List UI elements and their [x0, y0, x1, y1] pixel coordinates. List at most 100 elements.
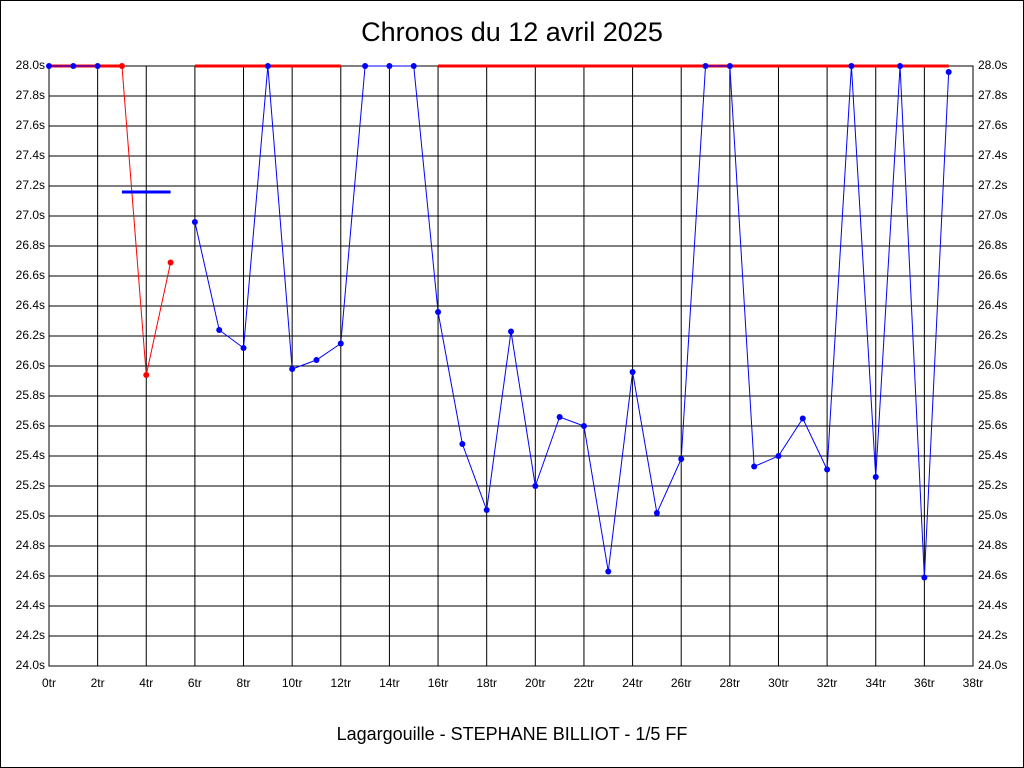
data-point	[483, 507, 490, 513]
chart-title: Chronos du 12 avril 2025	[361, 17, 663, 47]
data-point	[94, 63, 101, 69]
y2-tick-label: 26.6s	[978, 268, 1007, 282]
y2-tick-label: 27.4s	[978, 148, 1007, 162]
data-point	[751, 463, 758, 470]
data-point	[118, 63, 125, 69]
data-point	[289, 366, 296, 372]
y-tick-label: 27.6s	[16, 118, 45, 132]
x-tick-label: 4tr	[139, 676, 153, 690]
y2-tick-label: 25.8s	[978, 388, 1007, 402]
y2-tick-label: 27.8s	[978, 88, 1007, 102]
y-tick-label: 24.8s	[16, 538, 45, 552]
data-point	[313, 357, 320, 363]
y-tick-label: 26.2s	[16, 328, 45, 342]
y-tick-label: 25.6s	[16, 418, 45, 432]
data-point	[702, 63, 709, 69]
data-point	[508, 328, 514, 335]
data-point	[580, 423, 587, 429]
x-tick-label: 32tr	[817, 676, 838, 690]
data-point	[678, 456, 685, 462]
data-point	[799, 415, 806, 422]
data-point	[629, 369, 636, 375]
x-tick-label: 24tr	[622, 676, 643, 690]
y-tick-label: 27.2s	[16, 178, 45, 192]
y-tick-label: 25.2s	[16, 478, 45, 492]
data-point	[70, 63, 77, 69]
data-point	[143, 372, 150, 378]
x-tick-label: 12tr	[330, 676, 351, 690]
data-point	[337, 340, 344, 347]
y2-tick-label: 26.2s	[978, 328, 1007, 342]
y2-tick-label: 24.4s	[978, 598, 1007, 612]
data-point	[872, 474, 879, 480]
data-point	[824, 466, 831, 473]
y-tick-label: 24.0s	[16, 658, 45, 672]
y2-tick-label: 26.4s	[978, 298, 1007, 312]
data-point	[726, 63, 733, 69]
x-tick-label: 10tr	[282, 676, 303, 690]
data-point	[216, 327, 223, 333]
x-tick-label: 8tr	[237, 676, 251, 690]
data-point	[46, 63, 52, 69]
y-tick-label: 24.2s	[16, 628, 45, 642]
y-tick-label: 24.6s	[16, 568, 45, 582]
y2-tick-label: 25.4s	[978, 448, 1007, 462]
y2-tick-label: 27.6s	[978, 118, 1007, 132]
y2-tick-label: 25.0s	[978, 508, 1007, 522]
data-point	[386, 63, 393, 69]
data-point	[921, 574, 928, 581]
y-tick-label: 25.8s	[16, 388, 45, 402]
data-point	[459, 441, 466, 447]
data-point	[775, 453, 782, 459]
data-point	[897, 63, 904, 69]
x-tick-label: 6tr	[188, 676, 202, 690]
data-point	[240, 345, 247, 351]
x-tick-label: 14tr	[379, 676, 400, 690]
y2-tick-label: 26.0s	[978, 358, 1007, 372]
data-point	[435, 309, 442, 315]
x-tick-label: 30tr	[768, 676, 789, 690]
data-point	[191, 219, 198, 225]
x-tick-label: 26tr	[671, 676, 692, 690]
y-tick-label: 27.0s	[16, 208, 45, 222]
y-tick-label: 26.4s	[16, 298, 45, 312]
y-tick-label: 26.0s	[16, 358, 45, 372]
y-tick-label: 25.0s	[16, 508, 45, 522]
y-tick-label: 27.4s	[16, 148, 45, 162]
x-tick-label: 34tr	[865, 676, 886, 690]
y2-tick-label: 25.2s	[978, 478, 1007, 492]
data-point	[653, 510, 660, 516]
y2-tick-label: 24.8s	[978, 538, 1007, 552]
x-tick-label: 20tr	[525, 676, 546, 690]
y-tick-label: 27.8s	[16, 88, 45, 102]
x-tick-label: 36tr	[914, 676, 935, 690]
x-tick-label: 28tr	[719, 676, 740, 690]
data-point	[556, 414, 563, 420]
data-point	[848, 63, 855, 69]
y-tick-label: 26.6s	[16, 268, 45, 282]
y-tick-label: 25.4s	[16, 448, 45, 462]
x-tick-label: 22tr	[574, 676, 595, 690]
y2-tick-label: 24.6s	[978, 568, 1007, 582]
y-tick-label: 24.4s	[16, 598, 45, 612]
x-tick-label: 0tr	[42, 676, 56, 690]
data-point	[605, 568, 612, 575]
data-point	[410, 63, 417, 69]
x-tick-label: 16tr	[428, 676, 449, 690]
data-point	[945, 69, 952, 75]
x-tick-label: 2tr	[91, 676, 105, 690]
data-point	[532, 483, 539, 489]
x-axis-label: Lagargouille - STEPHANE BILLIOT - 1/5 FF	[337, 724, 688, 744]
x-tick-label: 38tr	[963, 676, 984, 690]
data-point	[362, 63, 369, 69]
y2-tick-label: 27.0s	[978, 208, 1007, 222]
y2-tick-label: 24.0s	[978, 658, 1007, 672]
y2-tick-label: 27.2s	[978, 178, 1007, 192]
y-tick-label: 28.0s	[16, 58, 45, 72]
y-tick-label: 26.8s	[16, 238, 45, 252]
y2-tick-label: 28.0s	[978, 58, 1007, 72]
y2-tick-label: 25.6s	[978, 418, 1007, 432]
x-tick-label: 18tr	[476, 676, 497, 690]
data-point	[167, 259, 174, 266]
